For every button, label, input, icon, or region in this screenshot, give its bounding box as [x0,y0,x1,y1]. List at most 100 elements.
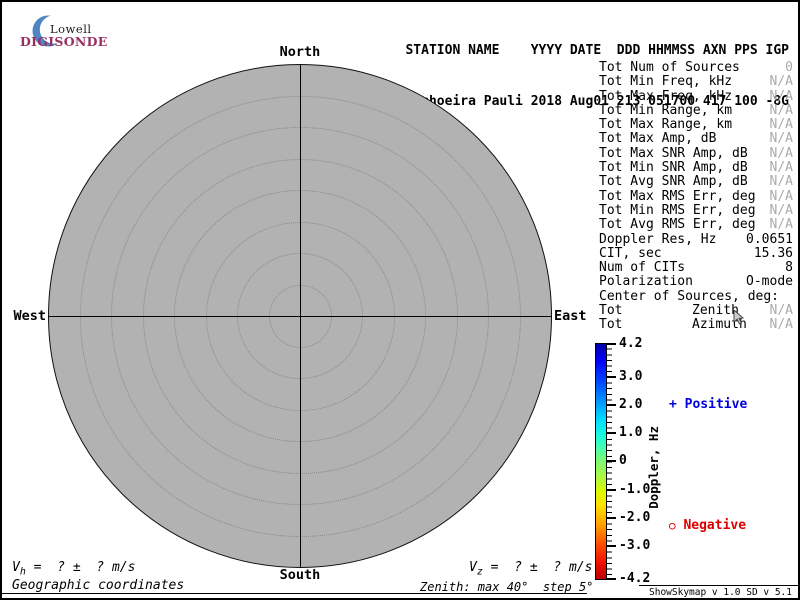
station-header-values: Cachoeira Pauli 2018 Aug01 213 051700 41… [405,94,789,109]
stat-label: Polarization [599,274,693,290]
version-separator-line [639,585,798,586]
stat-label: Tot Max Freq, kHz [599,88,733,104]
stat-row: Tot Avg SNR Amp, dB N/A [599,174,793,190]
stat-label: Tot Max RMS Err, deg [599,188,756,204]
stat-sublabel: Azimuth [692,317,747,333]
vh-symbol: V [12,560,20,575]
stat-sublabel: Zenith [692,303,739,319]
stat-row: Tot Zenith N/A [599,303,793,319]
colorbar-tick-label: -2.0 [619,510,651,525]
stat-value: N/A [769,188,793,204]
logo-digisonde-text: DIGISONDE [20,34,108,49]
compass-label-west: West [13,308,46,324]
stat-label: Tot Min Range, km [599,102,733,118]
vz-symbol: V [469,560,477,575]
stat-row: Tot Min RMS Err, deg N/A [599,202,793,218]
station-header-columns: STATION NAME YYYY DATE DDD HHMMSS AXN PP… [405,43,789,58]
colorbar-major-tick [607,376,616,378]
stat-row: Doppler Res, Hz 0.0651 [599,231,793,247]
coordinate-system-label: Geographic coordinates [12,578,185,593]
legend-positive: + Positive [669,397,747,412]
stat-label: Tot Max Range, km [599,117,733,133]
colorbar-tick-label: 0 [619,453,627,468]
stat-row: Tot Avg RMS Err, deg N/A [599,217,793,233]
stat-label: Tot [599,317,623,333]
stat-row: Tot Min Freq, kHz N/A [599,74,793,90]
colorbar-tick-label: 1.0 [619,425,643,440]
stat-value: N/A [769,303,793,319]
stat-label: Tot Max Amp, dB [599,131,717,147]
colorbar-tick-label: 4.2 [619,336,643,351]
colorbar-tick-label: 3.0 [619,369,643,384]
compass-label-south: South [279,567,321,583]
vertical-velocity-readout: Vz = ? ± ? m/s [469,560,593,578]
stat-row: Tot Max SNR Amp, dB N/A [599,145,793,161]
stat-row: Polarization O-mode [599,274,793,290]
colorbar-tick-label: 2.0 [619,397,643,412]
colorbar-tick-label: -1.0 [619,482,651,497]
mouse-cursor-icon [733,310,744,325]
colorbar-major-tick [607,578,616,580]
circle-icon: ○ [669,519,676,532]
stat-row: Center of Sources, deg: [599,288,793,304]
vh-value: = ? ± ? m/s [25,560,136,575]
lowell-digisonde-logo: Lowell DIGISONDE [20,8,140,56]
crescent-moon-icon [32,15,66,47]
stat-label: Tot Max SNR Amp, dB [599,145,748,161]
stat-label: Tot Min SNR Amp, dB [599,160,748,176]
legend-positive-label: Positive [684,397,748,412]
stat-label: Tot Min RMS Err, deg [599,202,756,218]
stat-value: 8 [785,260,793,276]
stat-value: N/A [769,174,793,190]
vz-subscript: z [476,566,483,578]
stat-row: CIT, sec 15.36 [599,245,793,261]
colorbar-tick-label: -3.0 [619,538,651,553]
stat-label: Tot Avg SNR Amp, dB [599,174,748,190]
stat-label: Tot Num of Sources [599,60,740,75]
colorbar-major-tick [607,404,616,406]
station-header: STATION NAME YYYY DATE DDD HHMMSS AXN PP… [405,8,789,144]
stat-value: 0 [785,60,793,75]
statistics-panel: Tot Num of Sources 0 Tot Min Freq, kHz N/A… [599,60,793,333]
colorbar-major-tick [607,489,616,491]
stat-label: Num of CITs [599,260,686,276]
stat-label: Tot Min Freq, kHz [599,74,733,90]
stat-row: Tot Min Range, km N/A [599,102,793,118]
stat-value: 0.0651 [746,231,793,247]
stat-value: N/A [769,88,793,104]
vz-value: = ? ± ? m/s [482,560,593,575]
stat-value: N/A [769,74,793,90]
zenith-scale-note: Zenith: max 40° step 5° [420,580,594,594]
doppler-colorbar [595,343,607,580]
compass-label-north: North [279,44,321,60]
legend-negative-label: Negative [683,518,747,533]
stat-label: Doppler Res, Hz [599,231,717,247]
compass-label-east: East [554,308,587,324]
east-west-axis-line [49,316,551,317]
footer-separator-line [2,593,587,594]
vh-subscript: h [19,566,26,578]
stat-value: 15.36 [753,245,793,261]
stat-row: Tot Num of Sources 0 [599,60,793,75]
colorbar-major-tick [607,545,616,547]
stat-value: N/A [769,202,793,218]
colorbar-major-tick [607,432,616,434]
stat-row: Tot Max Freq, kHz N/A [599,88,793,104]
stat-value: N/A [769,131,793,147]
stat-value: N/A [769,217,793,233]
stat-label: Tot Avg RMS Err, deg [599,217,756,233]
stat-value: N/A [769,102,793,118]
stat-value: O-mode [746,274,793,290]
horizontal-velocity-readout: Vh = ? ± ? m/s [12,560,136,578]
colorbar-major-tick [607,517,616,519]
stat-row: Tot Max Range, km N/A [599,117,793,133]
stat-label: Center of Sources, deg: [599,288,780,304]
legend-negative: ○ Negative [669,518,746,533]
logo-lowell-text: Lowell [50,22,92,36]
stat-row: Num of CITs 8 [599,260,793,276]
stat-row: Tot Max RMS Err, deg N/A [599,188,793,204]
stat-value: N/A [769,317,793,333]
colorbar-tick-label: -4.2 [619,571,651,586]
stat-row: Tot Min SNR Amp, dB N/A [599,160,793,176]
